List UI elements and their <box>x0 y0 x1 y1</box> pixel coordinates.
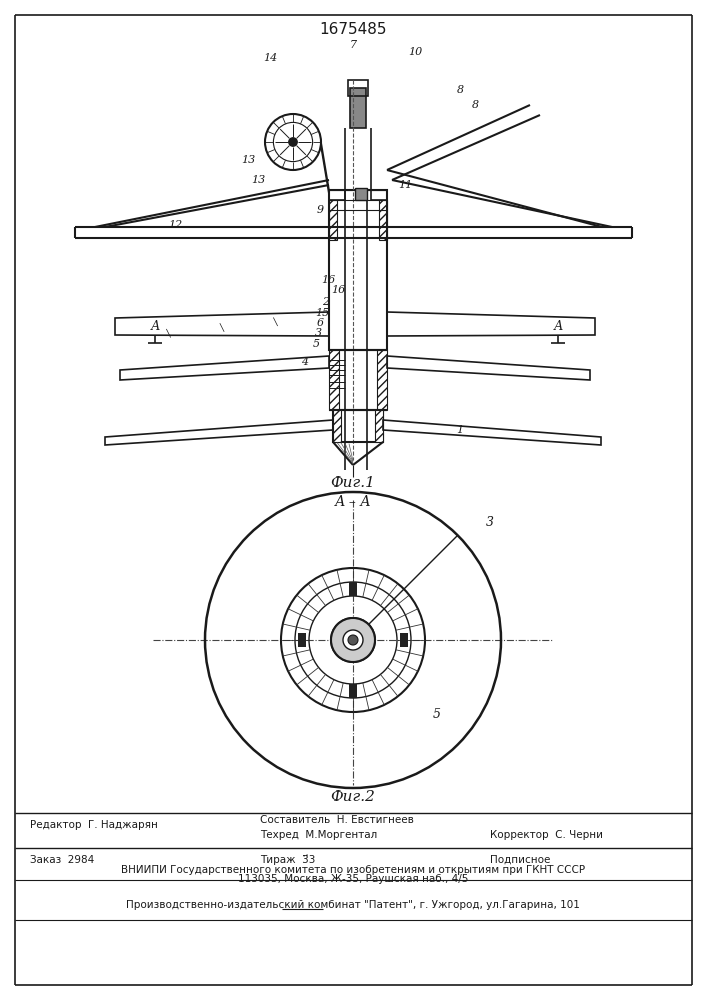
Bar <box>348 80 368 96</box>
Text: 11: 11 <box>398 180 412 190</box>
Text: 15: 15 <box>315 308 329 318</box>
Text: А – А: А – А <box>334 495 371 509</box>
Text: Производственно-издательский комбинат "Патент", г. Ужгород, ул.Гагарина, 101: Производственно-издательский комбинат "П… <box>126 900 580 910</box>
Text: 5: 5 <box>433 708 441 722</box>
Text: 5: 5 <box>312 339 320 349</box>
Text: 9: 9 <box>317 205 324 215</box>
Text: 6: 6 <box>317 318 324 328</box>
Circle shape <box>331 618 375 662</box>
Text: 113035, Москва, Ж-35, Раушская наб., 4/5: 113035, Москва, Ж-35, Раушская наб., 4/5 <box>238 874 468 884</box>
Text: 2: 2 <box>322 297 329 307</box>
Circle shape <box>348 635 358 645</box>
Bar <box>329 200 337 240</box>
Bar <box>350 88 366 128</box>
Bar <box>400 633 408 647</box>
Text: 16: 16 <box>321 275 335 285</box>
Text: 10: 10 <box>408 47 422 57</box>
Text: 8: 8 <box>472 100 479 110</box>
Text: 1: 1 <box>457 425 464 435</box>
Text: Фиг.2: Фиг.2 <box>331 790 375 804</box>
Text: 1675485: 1675485 <box>320 22 387 37</box>
Text: А: А <box>151 320 160 334</box>
Bar <box>355 188 367 200</box>
Text: 12: 12 <box>168 220 182 230</box>
Circle shape <box>343 630 363 650</box>
Text: 14: 14 <box>263 53 277 63</box>
Bar <box>329 190 387 350</box>
Text: 3: 3 <box>315 328 322 338</box>
Circle shape <box>331 618 375 662</box>
Text: 16: 16 <box>331 285 345 295</box>
Text: Редактор  Г. Наджарян: Редактор Г. Наджарян <box>30 820 158 830</box>
Text: Корректор  С. Черни: Корректор С. Черни <box>490 830 603 840</box>
Bar <box>379 200 387 240</box>
Text: Заказ  2984: Заказ 2984 <box>30 855 94 865</box>
Text: Тираж  3҃3: Тираж 3҃3 <box>260 855 315 865</box>
Text: 8: 8 <box>457 85 464 95</box>
Text: 4: 4 <box>301 357 308 367</box>
Text: Техред  М.Моргентал: Техред М.Моргентал <box>260 830 378 840</box>
Text: Фиг.1: Фиг.1 <box>331 476 375 490</box>
Text: Составитель  Н. Евстигнеев: Составитель Н. Евстигнеев <box>260 815 414 825</box>
Text: ВНИИПИ Государственного комитета по изобретениям и открытиям при ГКНТ СССР: ВНИИПИ Государственного комитета по изоб… <box>121 865 585 875</box>
Text: 13: 13 <box>241 155 255 165</box>
Text: Подписное: Подписное <box>490 855 550 865</box>
Bar <box>333 410 341 442</box>
Text: 7: 7 <box>349 40 356 50</box>
Bar <box>377 350 387 410</box>
Bar <box>375 410 383 442</box>
Bar <box>329 350 339 410</box>
Text: А: А <box>554 320 563 334</box>
Text: 3: 3 <box>486 516 494 528</box>
Bar <box>298 633 306 647</box>
Text: 13: 13 <box>251 175 265 185</box>
Bar <box>349 582 357 596</box>
Circle shape <box>288 138 297 146</box>
Bar <box>333 410 383 442</box>
Bar <box>349 684 357 698</box>
